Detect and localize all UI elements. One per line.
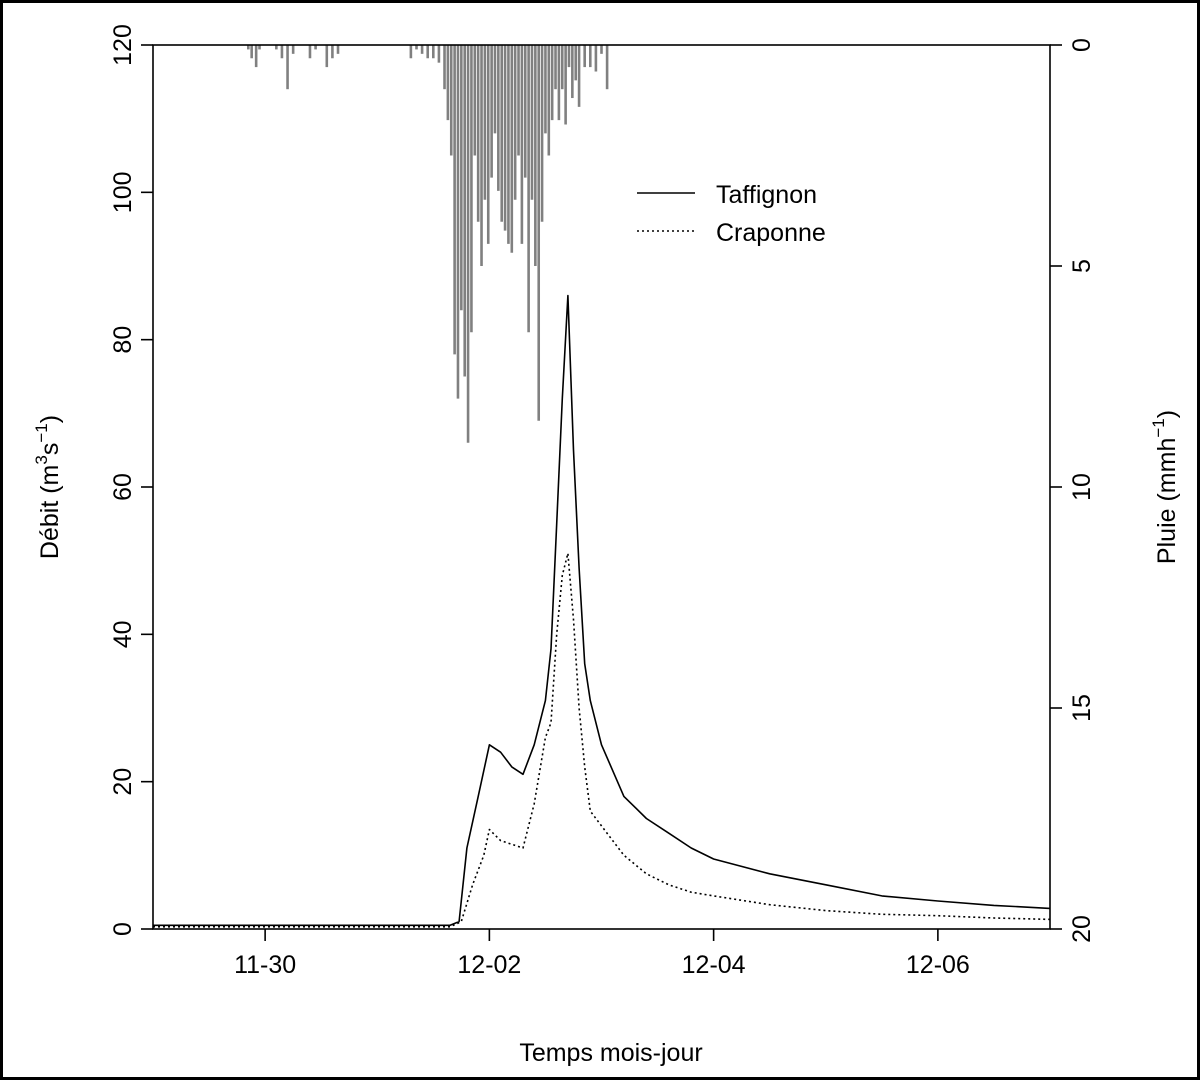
y2-tick-label: 0 [1068,38,1096,52]
x-tick-label: 11-30 [234,951,296,979]
y-tick-label: 100 [109,171,137,213]
y2-axis-title: Pluie (mmh−1) [1149,410,1181,564]
y2-tick-label: 20 [1068,915,1096,943]
series-line-craponne [153,552,1051,928]
y-tick-label: 20 [109,768,137,796]
y-tick-label: 80 [109,326,137,354]
y-tick-label: 60 [109,473,137,501]
x-axis: 11-30 12-02 12-04 12-06 [234,929,970,979]
x-axis-title: Temps mois-jour [519,1039,702,1067]
legend-label-craponne: Craponne [716,219,826,247]
y-axis-discharge: 0 20 40 60 80 100 120 [109,24,153,936]
x-tick-label: 12-02 [457,951,521,979]
series-line-taffignon [153,294,1051,927]
legend-label-taffignon: Taffignon [716,181,817,209]
y2-tick-label: 15 [1068,694,1096,722]
plot-area [152,44,1051,930]
y-tick-label: 0 [109,922,137,936]
y2-tick-label: 10 [1068,473,1096,501]
legend: Taffignon Craponne [637,181,826,247]
hydrograph-chart: 11-30 12-02 12-04 12-06 0 20 40 60 80 100 120 0 5 1… [32,24,1181,1067]
rain-bars [247,45,609,443]
y-tick-label: 40 [109,620,137,648]
y-axis-rain: 0 5 10 15 20 [1050,38,1096,943]
x-tick-label: 12-06 [906,951,970,979]
discharge-lines [153,294,1051,928]
y2-tick-label: 5 [1068,259,1096,273]
y-axis-title: Débit (m3s−1) [32,415,64,559]
x-tick-label: 12-04 [682,951,746,979]
y-tick-label: 120 [109,24,137,66]
